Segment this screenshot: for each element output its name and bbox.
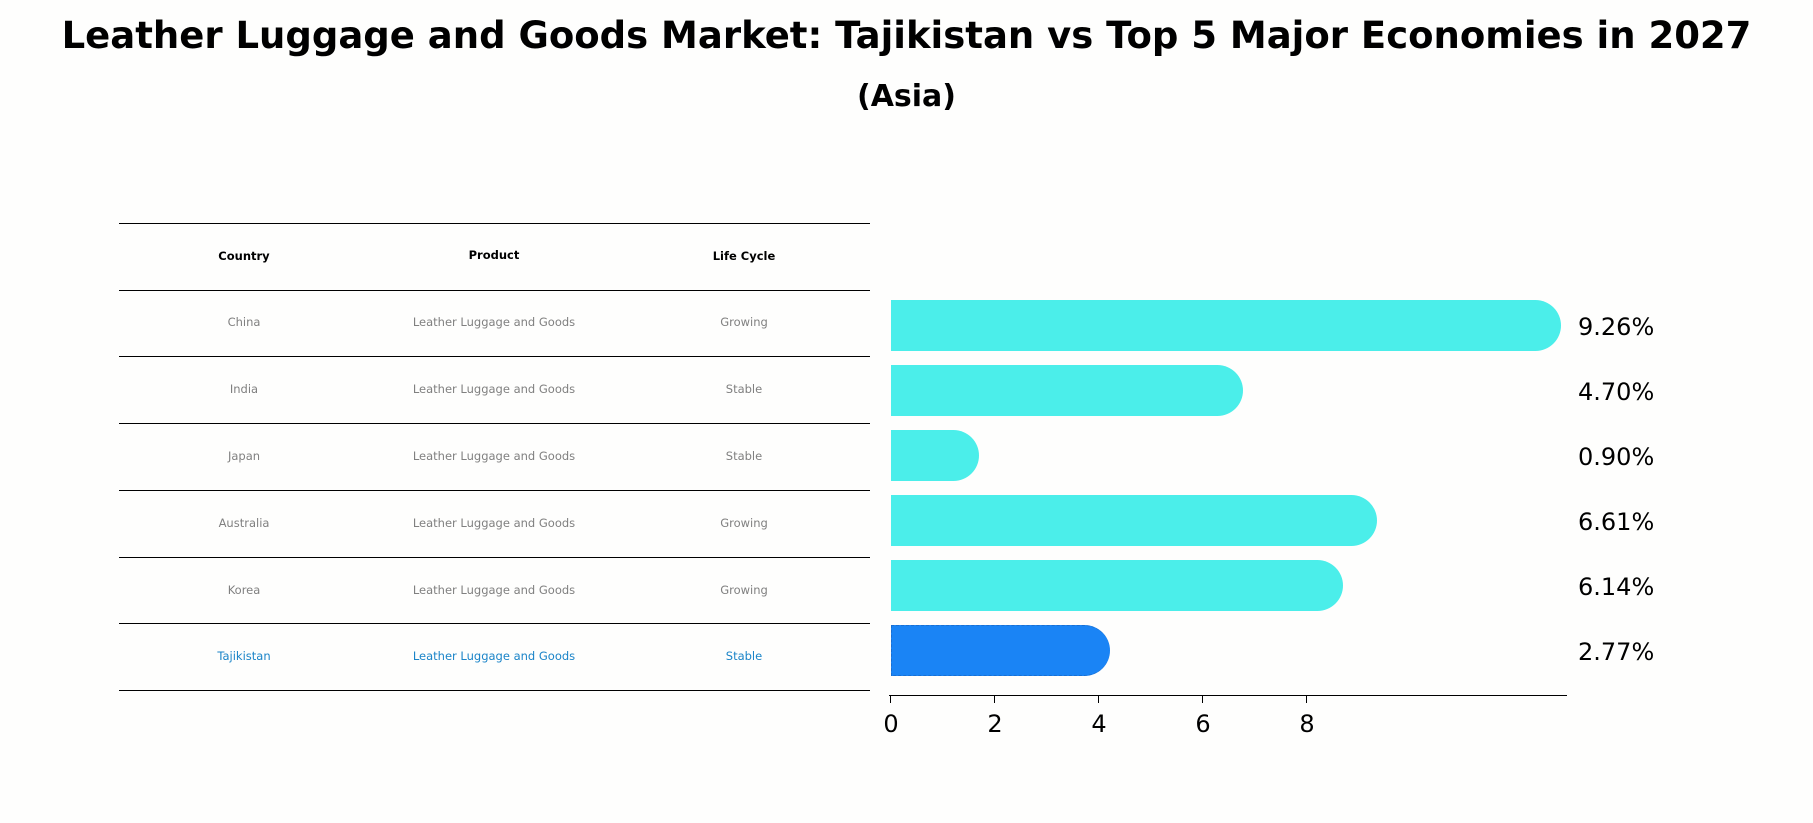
table-rule [119,623,870,624]
table-cell-country: Japan [227,449,261,463]
table-rule [119,490,870,491]
table-cell-country: Australia [218,516,270,530]
table-cell-product-highlight: Leather Luggage and Goods [412,649,576,663]
x-tick-label: 0 [883,710,899,738]
x-tick-label: 6 [1195,710,1211,738]
table-rule [119,690,870,691]
x-tick [1202,695,1203,703]
table-cell-life-cycle-highlight: Stable [725,649,763,663]
table-cell-life-cycle: Stable [725,382,763,396]
bar-korea [891,560,1343,611]
chart-title: Leather Luggage and Goods Market: Tajiki… [61,14,1752,57]
chart-subtitle: (Asia) [856,79,957,114]
bar-japan [891,430,979,481]
value-label-japan: 0.90% [1578,443,1655,471]
table-cell-product: Leather Luggage and Goods [412,315,576,329]
table-cell-country-highlight: Tajikistan [217,649,271,663]
x-tick [1306,695,1307,703]
table-cell-life-cycle: Growing [720,583,768,597]
value-label-korea: 6.14% [1578,573,1655,601]
table-rule [119,223,870,224]
table-cell-country: China [227,315,261,329]
table-cell-life-cycle: Stable [725,449,763,463]
table-cell-country: India [229,382,259,396]
table-cell-product: Leather Luggage and Goods [412,516,576,530]
value-label-tajikistan: 2.77% [1578,638,1655,666]
table-cell-life-cycle: Growing [720,315,768,329]
x-tick [1098,695,1099,703]
table-rule [119,557,870,558]
table-cell-product: Leather Luggage and Goods [412,382,576,396]
value-label-australia: 6.61% [1578,508,1655,536]
value-label-china: 9.26% [1578,313,1655,341]
bar-tajikistan [891,625,1110,676]
table-cell-life-cycle: Growing [720,516,768,530]
x-tick-label: 8 [1299,710,1315,738]
table-rule [119,423,870,424]
bar-australia [891,495,1377,546]
x-axis-line [889,695,1567,696]
table-cell-product: Leather Luggage and Goods [412,449,576,463]
x-tick-label: 4 [1091,710,1107,738]
x-tick [890,695,891,703]
column-header-life-cycle: Life Cycle [712,249,776,263]
value-label-india: 4.70% [1578,378,1655,406]
x-tick [994,695,995,703]
bar-india [891,365,1243,416]
table-cell-product: Leather Luggage and Goods [412,583,576,597]
bar-china [891,300,1561,351]
table-rule [119,356,870,357]
table-cell-country: Korea [227,583,261,597]
column-header-country: Country [218,249,270,263]
x-tick-label: 2 [987,710,1003,738]
column-header-product: Product [468,248,520,262]
table-rule [119,290,870,291]
